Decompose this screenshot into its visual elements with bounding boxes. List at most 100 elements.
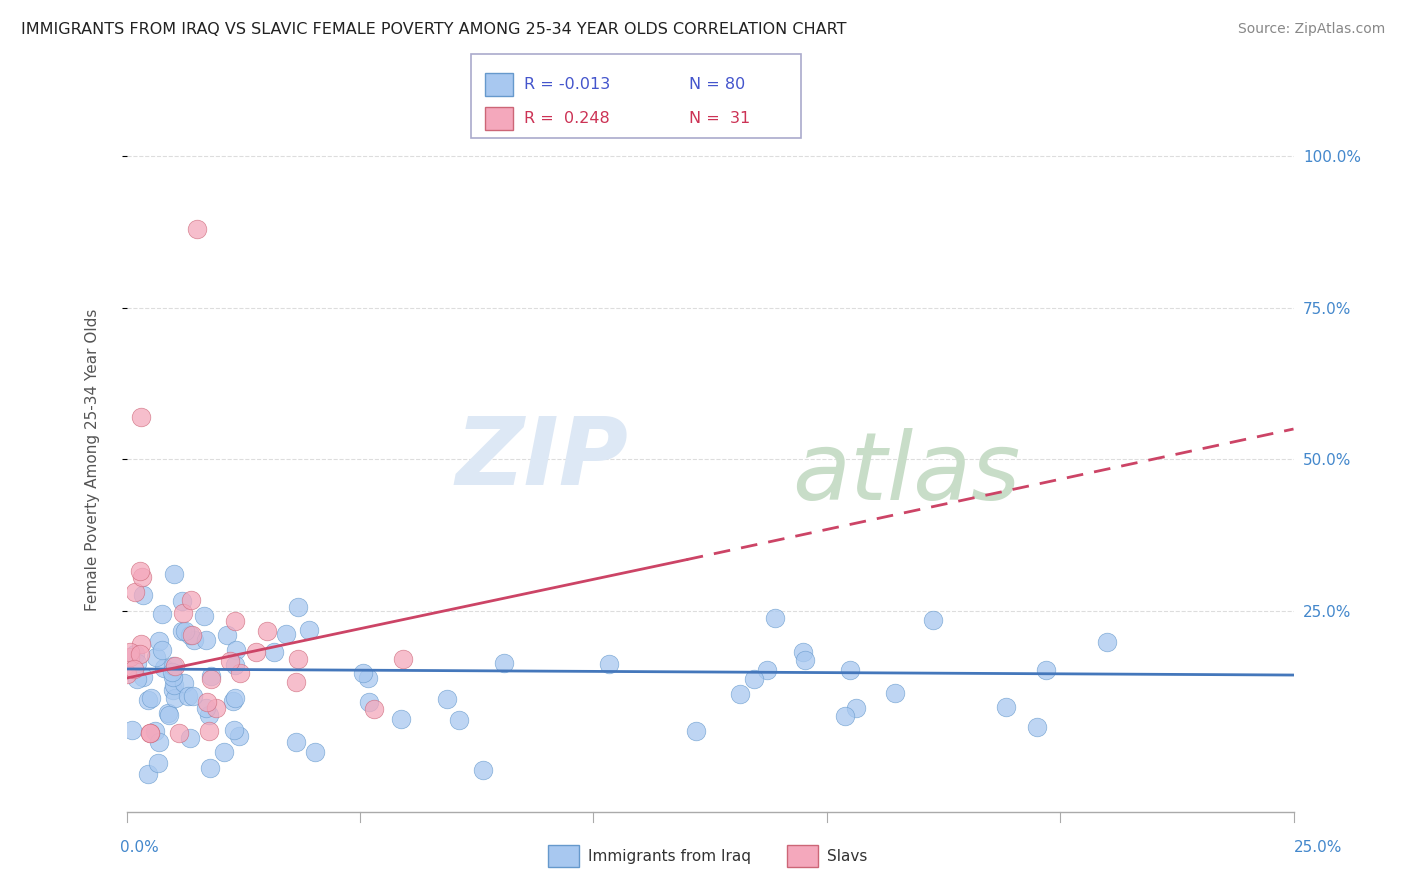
Point (150, 607, 173, 621)
Point (215, 628, 238, 642)
Point (995, 700, 1018, 714)
Point (245, 645, 267, 659)
Text: 25.0%: 25.0% (1295, 840, 1343, 855)
Point (228, 729, 250, 743)
Point (146, 756, 169, 771)
Point (173, 675, 195, 690)
Point (195, 700, 218, 714)
Point (170, 624, 193, 638)
Point (172, 606, 194, 620)
Point (118, 649, 141, 664)
Point (728, 687, 751, 701)
Point (139, 691, 162, 706)
Text: R =  0.248: R = 0.248 (524, 112, 610, 127)
Point (229, 666, 252, 681)
Point (256, 624, 278, 638)
Point (163, 566, 186, 581)
Point (1035, 663, 1057, 677)
Point (180, 592, 202, 607)
Point (165, 659, 187, 673)
Point (1095, 634, 1118, 648)
Point (389, 712, 412, 726)
Point (163, 690, 186, 705)
Point (357, 695, 380, 709)
Point (436, 692, 458, 706)
Point (834, 709, 856, 723)
Point (153, 661, 176, 675)
Point (122, 662, 145, 676)
Point (198, 724, 221, 739)
Point (157, 708, 180, 723)
Point (219, 654, 242, 668)
Point (167, 725, 190, 739)
Point (163, 678, 186, 692)
Point (224, 691, 246, 706)
Point (200, 669, 222, 683)
Point (150, 642, 173, 657)
Point (160, 665, 183, 680)
Point (755, 664, 778, 678)
Point (471, 764, 494, 778)
Point (129, 636, 152, 650)
Point (222, 694, 245, 708)
Point (129, 409, 152, 424)
Y-axis label: Female Poverty Among 25-34 Year Olds: Female Poverty Among 25-34 Year Olds (86, 309, 100, 610)
Point (145, 649, 167, 664)
Text: Slavs: Slavs (827, 849, 868, 863)
Point (287, 651, 309, 665)
Text: atlas: atlas (792, 428, 1019, 519)
Point (177, 689, 200, 703)
Point (162, 659, 184, 673)
Point (136, 767, 159, 781)
Point (183, 632, 205, 647)
Point (124, 584, 146, 599)
Point (284, 735, 307, 749)
Point (744, 672, 766, 686)
Point (884, 686, 907, 700)
Point (132, 588, 155, 602)
Text: Immigrants from Iraq: Immigrants from Iraq (588, 849, 751, 863)
Point (138, 725, 160, 739)
Point (285, 674, 308, 689)
Point (205, 700, 228, 714)
Point (124, 647, 146, 661)
Point (224, 657, 246, 672)
Text: ZIP: ZIP (456, 413, 628, 506)
Point (685, 723, 707, 738)
Point (1026, 720, 1049, 734)
Point (391, 651, 413, 665)
Point (127, 672, 149, 686)
Point (132, 670, 155, 684)
Point (143, 723, 166, 738)
Text: 0.0%: 0.0% (120, 840, 159, 855)
Point (225, 642, 247, 657)
Point (200, 761, 222, 775)
Point (118, 645, 141, 659)
Point (197, 708, 219, 723)
Point (298, 624, 321, 638)
Text: Source: ZipAtlas.com: Source: ZipAtlas.com (1237, 22, 1385, 37)
Point (447, 713, 470, 727)
Point (763, 611, 786, 625)
Point (492, 656, 515, 670)
Point (148, 634, 170, 648)
Point (363, 702, 385, 716)
Point (170, 594, 193, 608)
Point (792, 645, 814, 659)
Point (179, 628, 201, 642)
Point (125, 656, 148, 670)
Point (195, 695, 218, 709)
Point (352, 666, 374, 681)
Text: IMMIGRANTS FROM IRAQ VS SLAVIC FEMALE POVERTY AMONG 25-34 YEAR OLDS CORRELATION : IMMIGRANTS FROM IRAQ VS SLAVIC FEMALE PO… (21, 22, 846, 37)
Point (287, 600, 309, 615)
Point (121, 723, 143, 738)
Point (794, 653, 817, 667)
Point (845, 701, 868, 715)
Point (224, 614, 246, 628)
Point (181, 689, 204, 703)
Point (263, 645, 285, 659)
Point (139, 725, 162, 739)
Point (598, 657, 620, 671)
Text: N =  31: N = 31 (689, 112, 751, 127)
Point (193, 608, 215, 623)
